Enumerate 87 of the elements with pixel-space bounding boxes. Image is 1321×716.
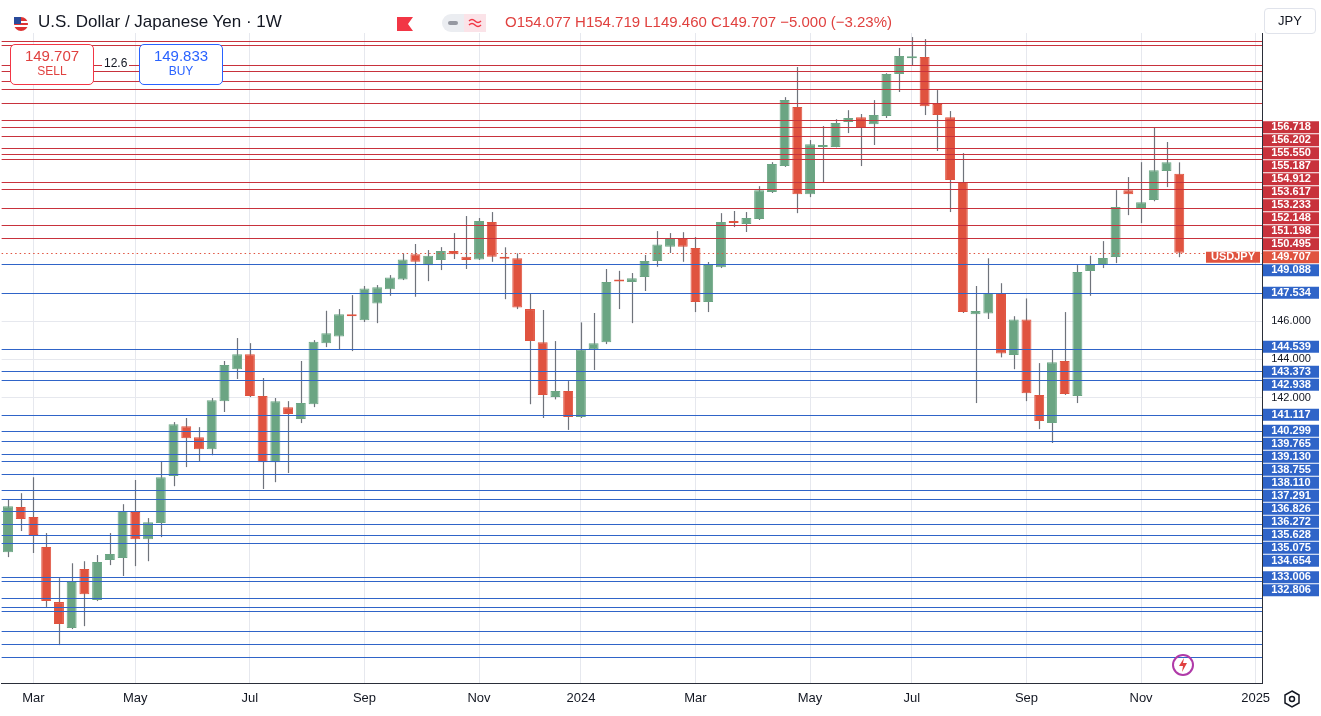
ref-line-label: 144.539 — [1271, 339, 1311, 352]
candlestick — [372, 284, 383, 324]
ref-line-label: 133.006 — [1271, 570, 1311, 583]
candlestick — [639, 254, 650, 292]
candlestick — [1085, 255, 1096, 297]
x-tick-label: Mar — [22, 690, 46, 706]
candlestick — [321, 310, 332, 348]
candlestick — [79, 560, 90, 627]
x-tick-label: Mar — [684, 690, 708, 706]
candlestick — [932, 89, 943, 152]
ref-line-label: USDJPY — [1210, 250, 1256, 263]
chart-title: U.S. Dollar / Japanese Yen · 1W — [38, 12, 282, 32]
text: JPY — [1264, 8, 1316, 34]
ref-line-label: 156.718 — [1271, 120, 1311, 133]
candlestick — [550, 340, 561, 400]
candlestick — [53, 577, 64, 646]
ref-line-label: 141.117 — [1271, 407, 1311, 420]
candlestick — [563, 380, 574, 431]
candlestick — [588, 312, 599, 371]
candlestick — [652, 230, 663, 268]
annotation: 149.707 — [23, 47, 81, 64]
x-tick-label: Sep — [352, 690, 377, 706]
candlestick — [423, 249, 434, 282]
ref-line-label: 149.088 — [1271, 263, 1311, 276]
candlestick — [1034, 362, 1045, 430]
ref-line-label: 136.826 — [1271, 501, 1311, 514]
ref-line-label: 137.291 — [1271, 488, 1311, 501]
candlestick — [194, 426, 204, 462]
ref-line-label: 135.075 — [1271, 540, 1311, 553]
y-tick-label: 146.000 — [1271, 314, 1311, 327]
annotation: SELL — [36, 64, 68, 78]
ref-line-label: 155.187 — [1271, 159, 1311, 172]
ref-line-label: 151.198 — [1271, 224, 1311, 237]
candlestick — [1136, 161, 1147, 224]
candlestick — [626, 272, 637, 324]
candlestick — [435, 246, 446, 271]
candlestick — [15, 492, 26, 532]
x-tick-label: Jul — [903, 690, 921, 706]
candlestick — [181, 417, 192, 468]
ref-line-label: 150.495 — [1271, 237, 1311, 250]
ref-line-label: 135.628 — [1271, 527, 1311, 540]
ref-line-label: 140.299 — [1271, 423, 1311, 436]
candlestick — [104, 532, 115, 566]
annotation: BUY — [167, 64, 195, 78]
x-tick-label: 2025 — [1241, 690, 1271, 706]
x-tick-label: Nov — [1129, 690, 1154, 706]
candlestick — [384, 274, 395, 297]
ref-line-label: 147.534 — [1271, 285, 1312, 298]
candlestick — [232, 337, 243, 380]
y-tick-label: 144.000 — [1271, 352, 1311, 365]
ref-line-label: 138.755 — [1271, 462, 1311, 475]
chart-subtitle: O154.077 H154.719 L149.460 C149.707 −5.000 (−3.23%) — [505, 13, 892, 30]
annotation: 149.833 — [152, 47, 210, 64]
candlestick — [817, 125, 828, 183]
text: 149.707 — [1271, 250, 1311, 263]
ref-line-label: 134.654 — [1271, 553, 1312, 566]
ref-line-label: 156.202 — [1271, 133, 1311, 146]
x-tick-label: May — [797, 690, 823, 706]
x-tick-label: May — [123, 690, 149, 706]
ref-line-label: 136.272 — [1271, 514, 1311, 527]
candlestick — [28, 476, 39, 554]
annotation: 12.6 — [102, 56, 130, 70]
candlestick — [1123, 176, 1134, 216]
x-tick-label: Jul — [241, 690, 259, 706]
ref-line-label: 143.373 — [1271, 364, 1311, 377]
ref-line-label: 153.233 — [1271, 198, 1311, 211]
ref-line-label: 142.938 — [1271, 377, 1311, 390]
ref-line-label: 132.806 — [1271, 583, 1311, 596]
candlestick — [397, 252, 408, 281]
ref-line-label: 153.617 — [1271, 185, 1311, 198]
ref-line-label: 139.765 — [1271, 436, 1311, 449]
x-tick-label: 2024 — [566, 690, 596, 706]
ref-line-label: 152.148 — [1271, 211, 1311, 224]
candlestick — [1097, 240, 1108, 269]
candlestick — [283, 400, 294, 474]
candlestick — [741, 211, 752, 233]
x-tick-label: Sep — [1014, 690, 1039, 706]
ref-line-label: 154.912 — [1271, 172, 1311, 185]
ref-line-label: 155.550 — [1271, 146, 1311, 159]
candlestick — [334, 308, 344, 350]
ref-line-label: 139.130 — [1271, 449, 1311, 462]
y-tick-label: 142.000 — [1271, 390, 1311, 403]
ref-line-label: 138.110 — [1271, 475, 1311, 488]
candlestick — [295, 360, 306, 424]
candlestick — [665, 232, 675, 254]
x-tick-label: Nov — [467, 690, 492, 706]
candlestick — [983, 257, 994, 320]
